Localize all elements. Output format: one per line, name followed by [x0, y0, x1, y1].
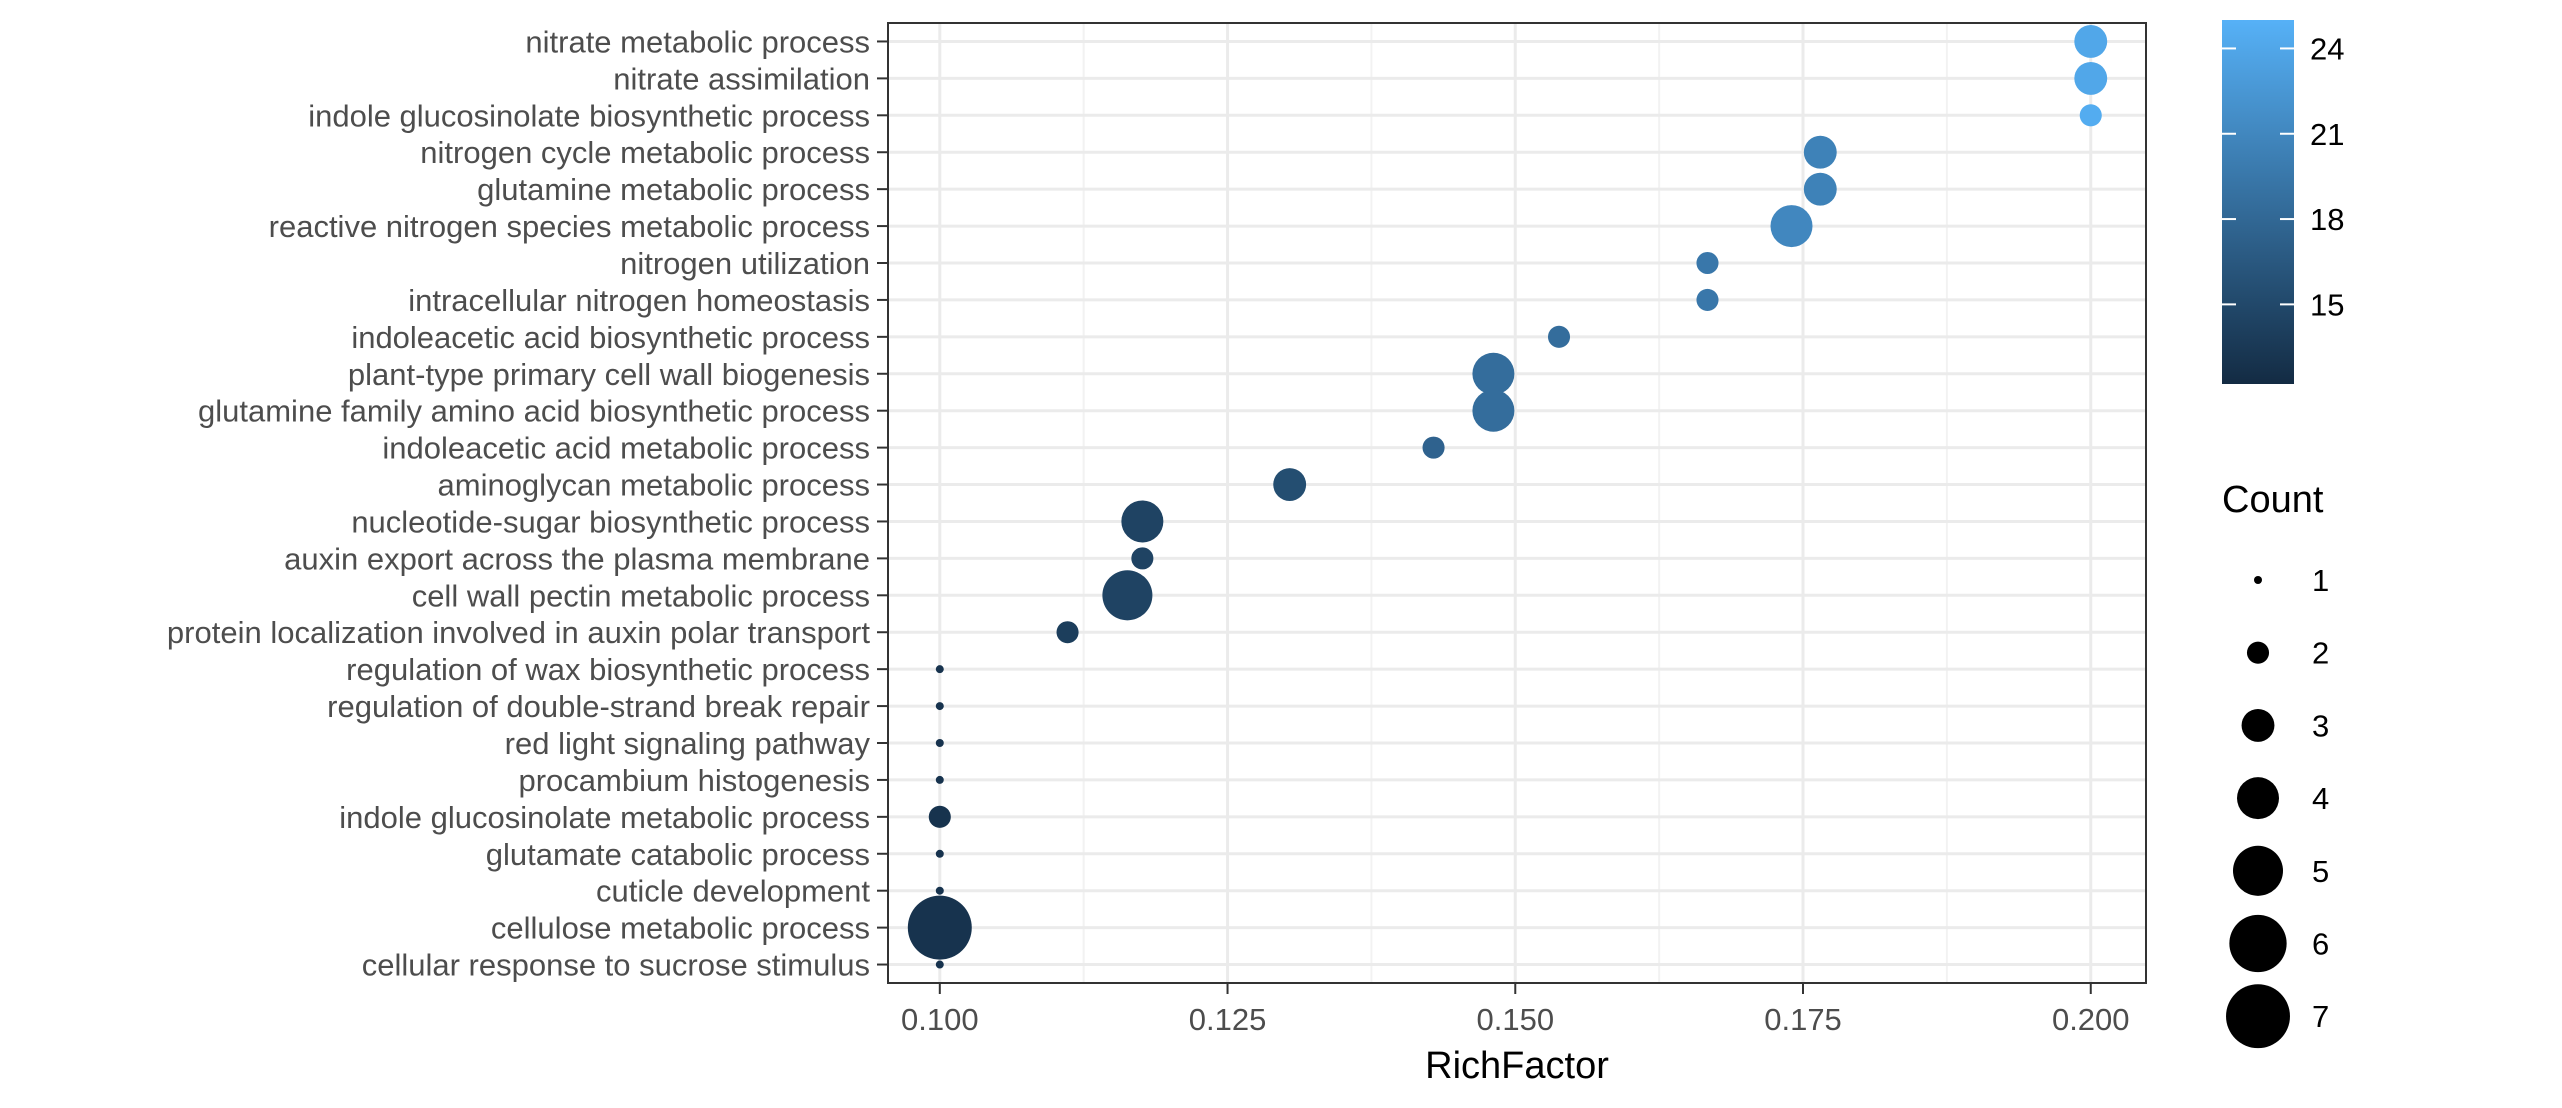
x-tick-label: 0.125	[1189, 1002, 1267, 1037]
size-legend-label: 7	[2312, 999, 2329, 1034]
y-tick-label: nucleotide-sugar biosynthetic process	[351, 504, 870, 539]
data-point	[1803, 172, 1837, 206]
major-gridlines	[888, 23, 2146, 983]
data-point	[1472, 389, 1515, 432]
points-layer	[907, 25, 2108, 969]
size-legend-key	[2254, 576, 2262, 584]
size-legend-label: 2	[2312, 636, 2329, 671]
size-legend-label: 4	[2312, 781, 2329, 816]
y-tick-label: nitrate assimilation	[613, 61, 870, 96]
colorbar-label: 18	[2310, 202, 2344, 237]
y-tick-label: plant-type primary cell wall biogenesis	[348, 357, 870, 392]
data-point	[1102, 570, 1153, 621]
data-point	[1131, 547, 1154, 570]
y-tick-label: nitrogen utilization	[620, 246, 870, 281]
y-tick-label: cell wall pectin metabolic process	[412, 578, 870, 613]
data-point	[1770, 205, 1813, 248]
data-point	[1547, 325, 1571, 348]
size-legend-key	[2246, 641, 2270, 664]
data-point	[1121, 500, 1164, 543]
colorbar-label: 21	[2310, 117, 2344, 152]
data-point	[935, 960, 944, 969]
size-legend-key	[2237, 777, 2279, 820]
data-point	[1273, 468, 1307, 501]
x-tick-label: 0.150	[1476, 1002, 1554, 1037]
data-point	[935, 702, 944, 711]
panel-background	[888, 23, 2146, 983]
x-axis: 0.100 0.125 0.150 0.175 0.200	[901, 983, 2130, 1037]
y-tick-label: indoleacetic acid biosynthetic process	[351, 320, 870, 355]
y-tick-label: glutamate catabolic process	[486, 837, 870, 872]
data-point	[1696, 288, 1719, 311]
x-axis-title: RichFactor	[1425, 1045, 1609, 1087]
panel-border	[887, 22, 2147, 984]
colorbar	[2222, 20, 2294, 384]
size-legend-label: 6	[2312, 927, 2329, 962]
y-tick-label: reactive nitrogen species metabolic proc…	[269, 209, 870, 244]
x-tick-label: 0.175	[1764, 1002, 1842, 1037]
y-tick-label: protein localization involved in auxin p…	[167, 615, 870, 650]
y-tick-label: auxin export across the plasma membrane	[284, 541, 870, 576]
size-legend-key	[2229, 914, 2287, 973]
y-tick-label: cuticle development	[596, 874, 870, 909]
y-tick-label: cellulose metabolic process	[491, 911, 870, 946]
y-tick-label: cellular response to sucrose stimulus	[362, 948, 870, 983]
data-point	[2079, 104, 2102, 127]
data-point	[1696, 251, 1719, 275]
data-point	[1803, 135, 1837, 169]
size-legend: Count 1 2 3 4 5 6 7	[2222, 479, 2329, 1049]
y-tick-label: intracellular nitrogen homeostasis	[408, 283, 870, 318]
data-point	[2074, 25, 2108, 58]
size-legend-title: Count	[2222, 479, 2324, 521]
y-tick-label: procambium histogenesis	[518, 763, 870, 798]
data-point	[1422, 436, 1445, 459]
y-tick-label: aminoglycan metabolic process	[438, 468, 871, 503]
y-tick-label: red light signaling pathway	[505, 726, 871, 761]
y-tick-label: regulation of wax biosynthetic process	[346, 652, 870, 687]
color-legend: 15 18 21 24	[2222, 20, 2344, 384]
y-tick-label: indole glucosinolate biosynthetic proces…	[308, 98, 870, 133]
size-legend-label: 5	[2312, 854, 2329, 889]
y-tick-label: glutamine metabolic process	[477, 172, 870, 207]
data-point	[2074, 61, 2108, 95]
data-point	[928, 805, 951, 828]
data-point	[935, 665, 944, 674]
y-tick-label: indoleacetic acid metabolic process	[382, 431, 870, 466]
size-legend-key	[2232, 845, 2284, 896]
data-point	[907, 895, 972, 960]
data-point	[935, 739, 944, 747]
data-point	[1472, 352, 1515, 395]
size-legend-key	[2241, 708, 2275, 742]
y-tick-label: glutamine family amino acid biosynthetic…	[198, 394, 870, 429]
y-tick-label: regulation of double-strand break repair	[327, 689, 870, 724]
colorbar-label: 24	[2310, 31, 2344, 66]
x-tick-label: 0.100	[901, 1002, 979, 1037]
colorbar-label: 15	[2310, 287, 2344, 322]
y-tick-label: nitrogen cycle metabolic process	[420, 135, 870, 170]
size-legend-label: 3	[2312, 708, 2329, 743]
size-legend-label: 1	[2312, 563, 2329, 598]
x-tick-label: 0.200	[2052, 1002, 2130, 1037]
data-point	[935, 775, 944, 784]
y-tick-label: indole glucosinolate metabolic process	[339, 800, 870, 835]
size-legend-key	[2226, 984, 2290, 1049]
data-point	[935, 886, 944, 895]
minor-gridlines	[1082, 23, 1948, 983]
y-tick-label: nitrate metabolic process	[525, 24, 870, 59]
data-point	[935, 849, 944, 858]
data-point	[1056, 621, 1079, 644]
